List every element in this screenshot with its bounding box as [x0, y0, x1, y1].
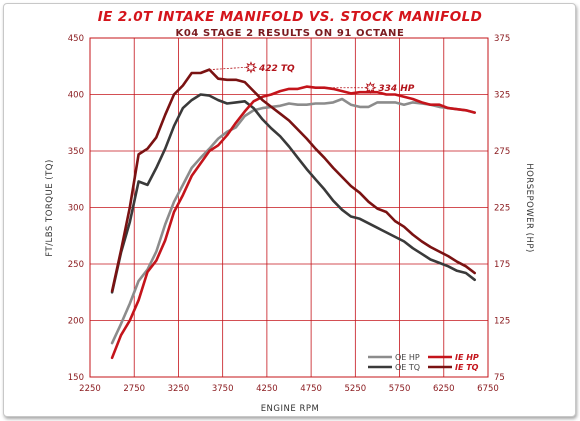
chart-title: IE 2.0T INTAKE MANIFOLD VS. STOCK MANIFO…: [98, 9, 482, 25]
left-y-tick-label: 200: [68, 317, 84, 327]
series-line-ie-tq: [110, 68, 477, 293]
right-y-tick-label: 325: [494, 91, 510, 101]
chart-annotations: 422 TQ 334 HP: [209, 61, 415, 94]
right-y-tick-label: 275: [494, 147, 510, 157]
right-y-tick-label: 225: [494, 204, 510, 214]
x-tick-label: 4750: [300, 384, 322, 394]
left-y-tick-label: 400: [68, 91, 84, 101]
legend-label: IE TQ: [455, 363, 479, 372]
x-tick-label: 2750: [123, 384, 145, 394]
x-tick-label: 5750: [389, 384, 411, 394]
series-line-oe-hp: [110, 97, 477, 345]
left-y-tick-label: 350: [68, 147, 84, 157]
right-y-tick-label: 175: [494, 260, 510, 270]
legend-label: OE HP: [395, 353, 420, 362]
series-line-oe-tq: [110, 93, 477, 294]
chart-card: [3, 3, 576, 417]
left-y-tick-label: 300: [68, 204, 84, 214]
x-tick-label: 6250: [433, 384, 455, 394]
left-y-tick-label: 150: [68, 373, 84, 383]
left-y-tick-label: 250: [68, 260, 84, 270]
left-y-tick-label: 450: [68, 34, 84, 44]
x-tick-label: 2250: [79, 384, 101, 394]
annotation-starburst-icon: [244, 61, 258, 74]
legend-label: OE TQ: [395, 363, 420, 372]
right-y-tick-label: 75: [494, 373, 505, 383]
annotation-leader-0: [209, 66, 245, 71]
x-tick-label: 5250: [345, 384, 367, 394]
x-tick-label: 3250: [168, 384, 190, 394]
annotation-starburst-icon: [364, 81, 377, 94]
annotation-label: 334 HP: [378, 84, 414, 94]
right-axis-ticks: 75 125 175 225 275 325 375: [494, 34, 510, 383]
series-line-ie-hp: [110, 85, 477, 360]
grid-lines: [89, 37, 489, 378]
legend-label: IE HP: [455, 353, 479, 362]
right-y-tick-label: 125: [494, 317, 510, 327]
x-axis-ticks: 2250 2750 3250 3750 4250 4750 5250 5750 6250 6750: [79, 384, 499, 394]
left-axis-ticks: 150 200 250 300 350 400 450: [68, 34, 84, 383]
series-lines: [110, 68, 477, 360]
chart-subtitle: K04 STAGE 2 RESULTS ON 91 OCTANE: [176, 28, 405, 39]
right-y-tick-label: 375: [494, 34, 510, 44]
x-tick-label: 3750: [212, 384, 234, 394]
y-axis-left-label: FT/LBS TORQUE (TQ): [45, 159, 55, 257]
y-axis-right-label: HORSEPOWER (HP): [524, 163, 534, 253]
x-axis-label: ENGINE RPM: [261, 404, 320, 414]
annotation-label: 422 TQ: [258, 64, 295, 74]
x-tick-label: 6750: [477, 384, 499, 394]
x-tick-label: 4250: [256, 384, 278, 394]
